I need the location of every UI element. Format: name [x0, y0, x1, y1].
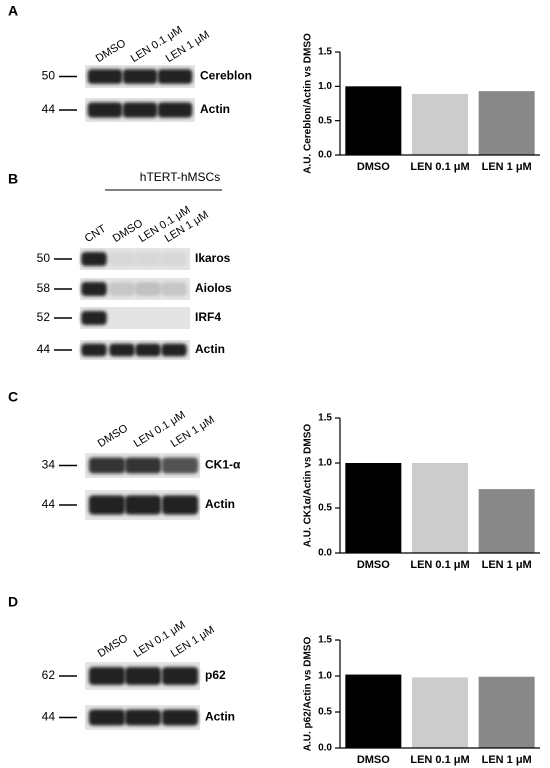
x-tick-label: LEN 0.1 μM: [410, 161, 469, 173]
y-tick-label: 1.0: [318, 458, 332, 469]
group-label: hTERT-hMSCs: [140, 170, 220, 184]
panel-letter: C: [8, 389, 18, 405]
y-axis-label: A.U. CK1α/Actin vs DMSO: [303, 424, 314, 548]
blot-band: [135, 251, 161, 267]
y-axis-label: A.U. Cereblon/Actin vs DMSO: [303, 33, 314, 174]
y-tick-label: 0.0: [318, 743, 332, 754]
bar: [345, 463, 402, 553]
blot-band: [157, 69, 193, 84]
row-label: Ikaros: [195, 251, 231, 265]
y-tick-label: 1.0: [318, 81, 332, 92]
row-label: Aiolos: [195, 281, 232, 295]
bar: [412, 93, 468, 155]
blot-band: [124, 495, 162, 515]
row-label: Cereblon: [200, 69, 252, 83]
y-tick-label: 1.0: [318, 671, 332, 682]
x-tick-label: DMSO: [357, 559, 390, 571]
row-label: IRF4: [195, 310, 221, 324]
marker-label: 50: [42, 69, 56, 83]
blot-band: [88, 667, 126, 685]
blot-band: [88, 457, 126, 474]
blot-band: [161, 667, 199, 685]
blot-band: [81, 343, 107, 357]
blot-band: [109, 281, 135, 297]
blot-band: [109, 251, 135, 267]
y-tick-label: 1.5: [318, 47, 332, 58]
marker-label: 62: [42, 668, 56, 682]
blot-band: [161, 457, 199, 474]
y-tick-label: 0.0: [318, 150, 332, 161]
blot-band: [124, 457, 162, 474]
x-tick-label: LEN 0.1 μM: [410, 559, 469, 571]
marker-label: 44: [37, 342, 51, 356]
blot-band: [88, 495, 126, 515]
blot-strip: [80, 307, 190, 329]
blot-band: [122, 69, 158, 84]
marker-label: 58: [37, 281, 51, 295]
blot-band: [124, 709, 162, 726]
row-label: CK1-α: [205, 458, 241, 472]
row-label: Actin: [195, 342, 225, 356]
y-tick-label: 0.0: [318, 548, 332, 559]
y-tick-label: 0.5: [318, 707, 332, 718]
bar: [412, 677, 468, 748]
row-label: Actin: [205, 497, 235, 511]
marker-label: 50: [37, 251, 51, 265]
panel-letter: D: [8, 594, 18, 610]
marker-label: 44: [42, 710, 56, 724]
x-tick-label: LEN 1 μM: [482, 754, 532, 766]
bar: [478, 91, 535, 155]
blot-band: [122, 102, 158, 118]
blot-band: [109, 343, 135, 357]
lane-label: DMSO: [96, 422, 131, 450]
x-tick-label: LEN 0.1 μM: [410, 754, 469, 766]
y-axis-label: A.U. p62/Actin vs DMSO: [303, 637, 314, 752]
y-tick-label: 0.5: [318, 115, 332, 126]
marker-label: 34: [42, 458, 56, 472]
row-label: Actin: [205, 710, 235, 724]
lane-label: DMSO: [94, 37, 129, 65]
bar: [478, 676, 535, 748]
marker-label: 44: [42, 102, 56, 116]
blot-band: [81, 310, 107, 326]
y-tick-label: 1.5: [318, 635, 332, 646]
x-tick-label: LEN 1 μM: [482, 161, 532, 173]
marker-label: 52: [37, 310, 51, 324]
bar: [345, 86, 402, 155]
blot-band: [161, 281, 187, 297]
x-tick-label: DMSO: [357, 161, 390, 173]
x-tick-label: LEN 1 μM: [482, 559, 532, 571]
blot-band: [87, 69, 123, 84]
blot-band: [81, 281, 107, 297]
blot-band: [135, 281, 161, 297]
blot-band: [87, 102, 123, 118]
blot-band: [135, 343, 161, 357]
lane-label: DMSO: [96, 632, 131, 660]
y-tick-label: 0.5: [318, 503, 332, 514]
row-label: Actin: [200, 102, 230, 116]
y-tick-label: 1.5: [318, 413, 332, 424]
blot-band: [81, 251, 107, 267]
row-label: p62: [205, 668, 226, 682]
blot-band: [161, 495, 199, 515]
x-tick-label: DMSO: [357, 754, 390, 766]
bar: [345, 674, 402, 748]
blot-band: [88, 709, 126, 726]
blot-band: [161, 709, 199, 726]
blot-band: [124, 667, 162, 685]
panel-letter: B: [8, 171, 18, 187]
blot-band: [161, 251, 187, 267]
bar: [478, 489, 535, 553]
lane-label: CNT: [83, 223, 109, 245]
blot-band: [161, 343, 187, 357]
blot-band: [157, 102, 193, 118]
panel-letter: A: [8, 3, 18, 19]
marker-label: 44: [42, 497, 56, 511]
bar: [412, 463, 468, 553]
